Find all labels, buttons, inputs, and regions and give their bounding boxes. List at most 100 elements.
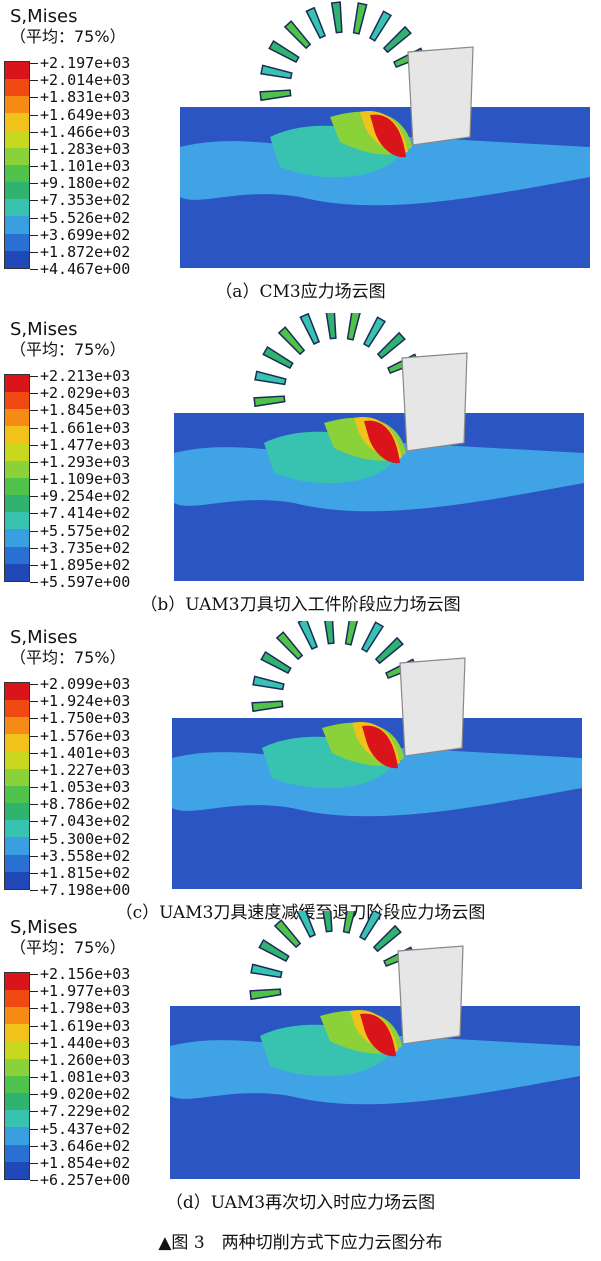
chip-segment bbox=[251, 700, 284, 713]
chip-segment bbox=[262, 345, 294, 370]
color-swatch bbox=[5, 375, 29, 393]
scale-tick-label: +1.831e+03 bbox=[30, 89, 164, 107]
color-swatch bbox=[5, 1007, 29, 1025]
chip-segment bbox=[297, 621, 319, 650]
color-swatch bbox=[5, 79, 29, 97]
scale-tick-label: +1.750e+03 bbox=[30, 710, 164, 728]
scale-tick-label: +2.213e+03 bbox=[30, 368, 164, 386]
color-swatch bbox=[5, 1127, 29, 1145]
subfigure-caption: （a）CM3应力场云图 bbox=[215, 282, 386, 302]
chip-segment bbox=[324, 621, 335, 645]
figure-panel-d: S,Mises （平均：75%） +2.156e+03 +1.977e+03 +1.… bbox=[0, 911, 601, 1216]
chip-segment bbox=[299, 313, 321, 345]
machined-surface bbox=[400, 1048, 580, 1056]
color-swatch bbox=[5, 717, 29, 735]
legend: S,Mises （平均：75%） bbox=[10, 319, 180, 360]
scale-tick-label: +1.081e+03 bbox=[30, 1069, 164, 1087]
figure-panel-c: S,Mises （平均：75%） +2.099e+03 +1.924e+03 +1.… bbox=[0, 621, 601, 926]
contour-group bbox=[172, 621, 582, 889]
scale-tick-label: +1.401e+03 bbox=[30, 745, 164, 763]
chip bbox=[249, 911, 416, 1001]
scale-tick-label: +4.467e+00 bbox=[30, 261, 164, 279]
figure-panel-a: S,Mises （平均：75%） +2.197e+03 +2.014e+03 +1.… bbox=[0, 0, 601, 305]
scale-tick-label: +7.198e+00 bbox=[30, 882, 164, 900]
scale-tick-label: +1.977e+03 bbox=[30, 983, 164, 1001]
chip-segment bbox=[250, 963, 283, 979]
chip-segment bbox=[275, 631, 304, 661]
chip-segment bbox=[305, 6, 327, 39]
scale-tick-label: +7.229e+02 bbox=[30, 1103, 164, 1121]
chip-segment bbox=[258, 938, 290, 963]
scale-tick-label: +9.020e+02 bbox=[30, 1086, 164, 1104]
scale-tick-label: +1.798e+03 bbox=[30, 1000, 164, 1018]
color-bar bbox=[4, 682, 30, 890]
color-swatch bbox=[5, 250, 29, 268]
subfigure-caption: （b）UAM3刀具切入工件阶段应力场云图 bbox=[140, 595, 461, 615]
chip-segment bbox=[254, 370, 287, 386]
cutting-tool bbox=[399, 657, 466, 757]
chip bbox=[259, 1, 426, 102]
chip-segment bbox=[249, 988, 282, 1001]
legend-subtitle: （平均：75%） bbox=[10, 648, 126, 667]
color-swatch bbox=[5, 1024, 29, 1042]
cutting-tool bbox=[407, 46, 474, 146]
legend: S,Mises （平均：75%） bbox=[10, 6, 180, 47]
chip-segment bbox=[322, 911, 333, 933]
chip-segment bbox=[273, 919, 302, 949]
scale-tick-label: +2.014e+03 bbox=[30, 72, 164, 90]
chip-segment bbox=[372, 924, 402, 953]
color-scale: +2.213e+03 +2.029e+03 +1.845e+03 +1.661e+03… bbox=[4, 368, 164, 590]
subfigure-caption: （d）UAM3再次切入时应力场云图 bbox=[165, 1193, 436, 1213]
legend-title: S,Mises bbox=[10, 6, 78, 27]
figure-panel-b: S,Mises （平均：75%） +2.213e+03 +2.029e+03 +1.… bbox=[0, 313, 601, 618]
color-swatch bbox=[5, 1093, 29, 1111]
chip-segment bbox=[344, 621, 359, 646]
contour-group bbox=[174, 313, 584, 581]
chip-segment bbox=[346, 313, 361, 341]
chip bbox=[251, 621, 418, 713]
color-scale: +2.156e+03 +1.977e+03 +1.798e+03 +1.619e+03… bbox=[4, 966, 164, 1188]
color-swatch bbox=[5, 512, 29, 530]
scale-tick-label: +5.300e+02 bbox=[30, 831, 164, 849]
color-swatch bbox=[5, 409, 29, 427]
scale-tick-label: +2.099e+03 bbox=[30, 676, 164, 694]
chip-segment bbox=[253, 395, 286, 408]
legend-title: S,Mises bbox=[10, 627, 78, 648]
color-swatch bbox=[5, 563, 29, 581]
color-swatch bbox=[5, 1041, 29, 1059]
chip-segment bbox=[362, 316, 387, 348]
legend-subtitle: （平均：75%） bbox=[10, 340, 126, 359]
color-swatch bbox=[5, 990, 29, 1008]
chip-segment bbox=[376, 331, 406, 360]
legend-subtitle: （平均：75%） bbox=[10, 27, 126, 46]
color-swatch bbox=[5, 871, 29, 889]
figure-caption: ▲图 3 两种切削方式下应力云图分布 bbox=[158, 1233, 443, 1253]
scale-tick-label: +1.053e+03 bbox=[30, 779, 164, 797]
color-swatch bbox=[5, 1161, 29, 1179]
color-bar bbox=[4, 374, 30, 582]
color-swatch bbox=[5, 803, 29, 821]
color-swatch bbox=[5, 734, 29, 752]
legend-title: S,Mises bbox=[10, 917, 78, 938]
color-scale: +2.099e+03 +1.924e+03 +1.750e+03 +1.576e+03… bbox=[4, 676, 164, 898]
scale-tick-label: +5.437e+02 bbox=[30, 1121, 164, 1139]
color-swatch bbox=[5, 973, 29, 991]
color-swatch bbox=[5, 529, 29, 547]
stress-contour-plot bbox=[174, 313, 584, 581]
scale-tick-label: +1.872e+02 bbox=[30, 244, 164, 262]
scale-tick-label: +8.786e+02 bbox=[30, 796, 164, 814]
scale-tick-label: +3.646e+02 bbox=[30, 1138, 164, 1156]
scale-tick-label: +1.466e+03 bbox=[30, 124, 164, 142]
stress-band bbox=[364, 420, 400, 464]
cutting-tool bbox=[397, 945, 464, 1045]
color-swatch bbox=[5, 216, 29, 234]
color-swatch bbox=[5, 182, 29, 200]
chip-segment bbox=[352, 2, 368, 35]
legend: S,Mises （平均：75%） bbox=[10, 917, 180, 958]
legend-title: S,Mises bbox=[10, 319, 78, 340]
scale-tick-label: +3.735e+02 bbox=[30, 540, 164, 558]
scale-tick-label: +2.029e+03 bbox=[30, 385, 164, 403]
color-swatch bbox=[5, 477, 29, 496]
scale-tick-label: +1.845e+03 bbox=[30, 402, 164, 420]
color-swatch bbox=[5, 62, 29, 80]
